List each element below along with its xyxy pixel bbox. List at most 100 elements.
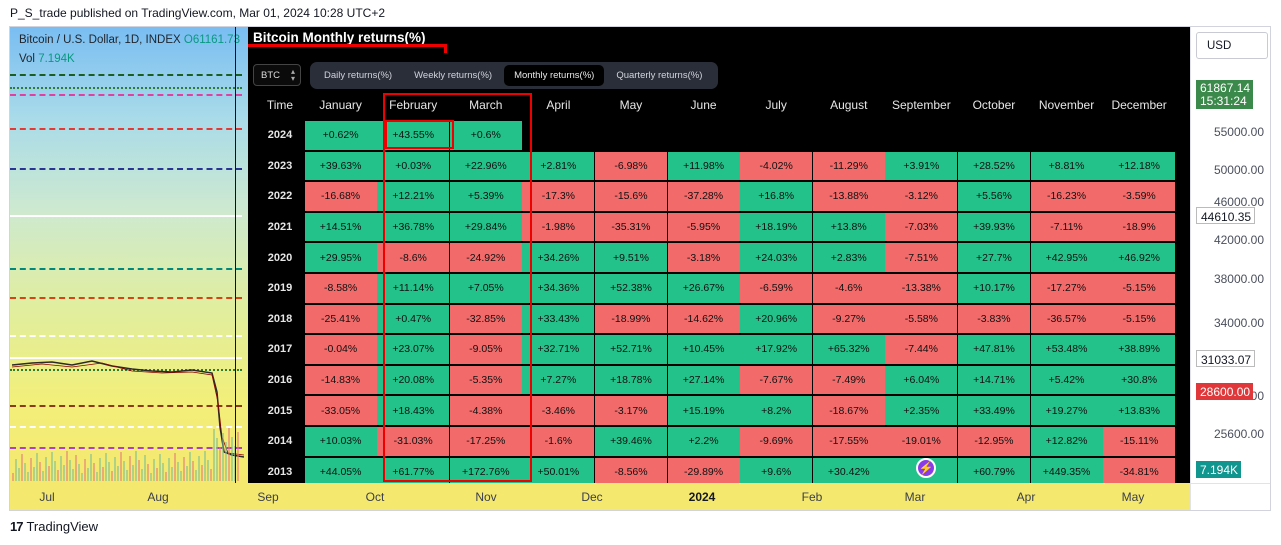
level-line [10,168,242,170]
return-cell: +33.43% [522,304,595,334]
time-label: Nov [475,490,497,504]
volume-bar [186,466,188,481]
tab-weekly[interactable]: Weekly returns(%) [414,70,493,81]
return-cell: +10.03% [304,426,377,456]
return-cell: -7.49% [812,365,885,395]
table-row: 2022 -16.68% +12.21% +5.39% -17.3% -15.6% -37.… [256,182,1176,211]
return-cell: -16.23% [1030,182,1103,211]
time-axis[interactable]: Jul Aug Sep Oct Nov Dec 2024 Feb Mar Apr May [10,483,1190,510]
price-tag-white: 31033.07 [1196,350,1256,367]
return-cell: -9.27% [812,304,885,334]
volume-legend[interactable]: Vol 7.194K [19,53,75,65]
return-cell: +30.8% [1103,365,1176,395]
return-cell [813,121,885,150]
return-cell: +8.81% [1030,151,1103,181]
return-cell: +53.48% [1030,335,1103,364]
price-axis[interactable]: USD 61867.14 15:31:24 55000.00 50000.00 … [1190,27,1270,483]
return-cell [740,121,812,150]
table-row: 2023 +39.63% +0.03% +22.96% +2.81% -6.98% +11.… [256,151,1176,181]
volume-bar [231,437,233,481]
asset-select[interactable]: BTC ▴ ▾ [253,64,301,86]
price-tick: 50000.00 [1213,163,1264,177]
volume-bar [96,472,98,481]
return-cell: -9.69% [740,426,813,456]
return-cell: +5.42% [1030,365,1103,395]
volume-bar [126,470,128,481]
volume-bar [237,432,239,481]
return-cell: -14.83% [304,365,377,395]
return-cell: -31.03% [377,426,450,456]
volume-bar [222,433,224,481]
volume-bar [129,456,131,481]
return-cell: -3.83% [957,304,1030,334]
volume-bar [225,442,227,481]
volume-bar [27,472,29,481]
return-cell: +19.27% [1030,396,1103,425]
volume-bar [75,455,77,481]
return-cell: -8.56% [594,457,667,487]
asset-select-value: BTC [261,70,280,81]
level-line [10,426,242,428]
volume-bar [57,470,59,481]
return-cell: +30.42% [812,457,885,487]
volume-bar [201,465,203,481]
volume-bar [90,454,92,481]
flash-icon[interactable]: ⚡ [916,458,936,478]
volume-bar [141,469,143,481]
volume-bar [63,465,65,481]
return-cell: +22.96% [449,151,522,181]
table-row: 2015 -33.05% +18.43% -4.38% -3.46% -3.17% +15.… [256,396,1176,425]
chart-frame[interactable]: Bitcoin / U.S. Dollar, 1D, INDEX O61161.… [9,26,1271,511]
return-cell: -3.59% [1103,182,1176,211]
return-cell: +14.51% [304,212,377,242]
return-cell: +5.39% [449,182,522,211]
volume-bar [39,462,41,481]
return-cell: +61.77% [377,457,450,487]
return-cell: -17.25% [449,426,522,456]
volume-bar [207,460,209,481]
volume-bar [198,456,200,481]
volume-bar [219,447,221,481]
return-cell: +18.43% [377,396,450,425]
volume-bar [81,473,83,481]
column-header: November [1038,98,1095,112]
return-cell: +12.18% [1103,151,1176,181]
return-cell: +9.6% [740,457,813,487]
return-cell [1031,121,1103,150]
symbol-legend[interactable]: Bitcoin / U.S. Dollar, 1D, INDEX O61161.… [19,34,240,46]
return-cell: -1.6% [522,426,595,456]
tradingview-footer[interactable]: 17 TradingView [10,519,98,534]
price-tick: 25600.00 [1213,427,1264,441]
column-header: January [319,98,362,112]
return-cell: -29.89% [667,457,740,487]
return-cell: -13.38% [885,273,958,303]
return-cell: +39.46% [594,426,667,456]
tab-monthly[interactable]: Monthly returns(%) [504,65,605,86]
annotation-underline-tick [444,44,447,53]
return-cell [668,121,740,150]
table-row: 2019 -8.58% +11.14% +7.05% +34.36% +52.38% +26… [256,273,1176,303]
price-chart-area[interactable]: Bitcoin / U.S. Dollar, 1D, INDEX O61161.… [10,27,248,483]
volume-bar [60,456,62,481]
price-tag-red: 28600.00 [1196,383,1254,400]
return-cell: +46.92% [1103,243,1176,272]
currency-selector[interactable]: USD [1196,32,1268,59]
return-cell: +20.96% [740,304,813,334]
volume-bar [204,451,206,481]
return-cell: +172.76% [449,457,522,487]
tab-daily[interactable]: Daily returns(%) [324,70,393,81]
time-label: Dec [581,490,603,504]
column-header: August [830,98,868,112]
return-cell: +33.49% [957,396,1030,425]
volume-bar [192,461,194,481]
tab-quarterly[interactable]: Quarterly returns(%) [616,70,703,81]
last-price-tag: 61867.14 15:31:24 [1196,80,1254,109]
return-cell: +0.47% [377,304,450,334]
return-cell: +10.45% [667,335,740,364]
return-cell: +43.55% [377,121,450,150]
return-cell: -4.6% [812,273,885,303]
return-cell: -3.46% [522,396,595,425]
crosshair-line [235,27,236,483]
return-cell: +0.62% [304,121,377,150]
volume-bar [165,472,167,481]
